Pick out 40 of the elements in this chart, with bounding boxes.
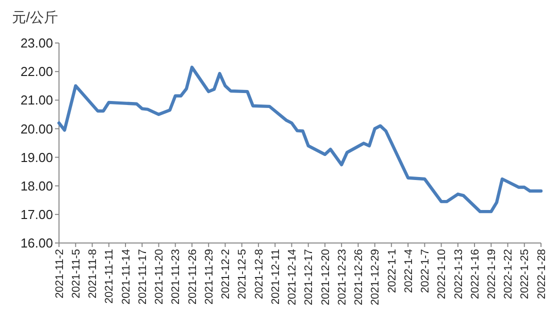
x-tick-label: 2021-11-26 (186, 249, 199, 304)
line-series (57, 66, 543, 214)
x-tick-label: 2022-1-1 (386, 249, 398, 294)
y-tick-label: 17.00 (20, 206, 53, 222)
x-tick-label: 2021-12-2 (220, 249, 232, 300)
x-tick-label: 2022-1-10 (436, 249, 448, 300)
x-tick-label: 2021-12-29 (370, 249, 382, 306)
x-tick-label: 2021-12-23 (336, 249, 348, 306)
x-tick-label: 2021-11-14 (120, 249, 132, 304)
y-tick-label: 22.00 (20, 64, 53, 80)
y-tick-label: 20.00 (20, 121, 53, 136)
x-tick-label: 2022-1-28 (536, 249, 548, 300)
y-tick-label: 21.00 (20, 92, 53, 108)
x-tick-label: 2021-12-8 (253, 249, 266, 300)
y-tick-label: 16.00 (20, 236, 53, 251)
x-tick-label: 2021-12-5 (236, 249, 249, 300)
y-tick-label: 23.00 (20, 36, 53, 51)
y-tick-label: 18.00 (20, 178, 53, 194)
x-tick-label: 2021-11-2 (54, 249, 66, 298)
x-tick-label: 2022-1-22 (502, 249, 515, 300)
y-axis-title: 元/公斤 (12, 9, 58, 25)
x-tick-label: 2022-1-4 (402, 249, 415, 294)
y-tick-label: 19.00 (20, 150, 53, 165)
x-tick-label: 2021-11-11 (104, 249, 116, 304)
x-tick-label: 2021-12-11 (270, 249, 282, 304)
x-tick-label: 2022-1-19 (486, 249, 498, 300)
x-tick-label: 2021-11-20 (154, 249, 166, 304)
x-tick-label: 2021-12-26 (353, 249, 366, 306)
x-tick-label: 2022-1-25 (519, 249, 532, 300)
x-tick-label: 2021-12-17 (303, 249, 316, 306)
x-tick-label: 2021-11-8 (87, 249, 100, 298)
x-tick-label: 2021-12-20 (320, 249, 332, 306)
x-tick-label: 2021-11-23 (170, 249, 182, 304)
x-tick-label: 2022-1-16 (469, 249, 482, 300)
x-tick-label: 2021-11-17 (136, 249, 149, 304)
x-tick-label: 2021-12-14 (286, 249, 299, 306)
x-tick-label: 2022-1-13 (452, 249, 465, 300)
x-tick-label: 2021-11-29 (203, 249, 216, 304)
x-tick-label: 2021-11-5 (70, 249, 82, 298)
x-tick-label: 2022-1-7 (420, 249, 432, 294)
